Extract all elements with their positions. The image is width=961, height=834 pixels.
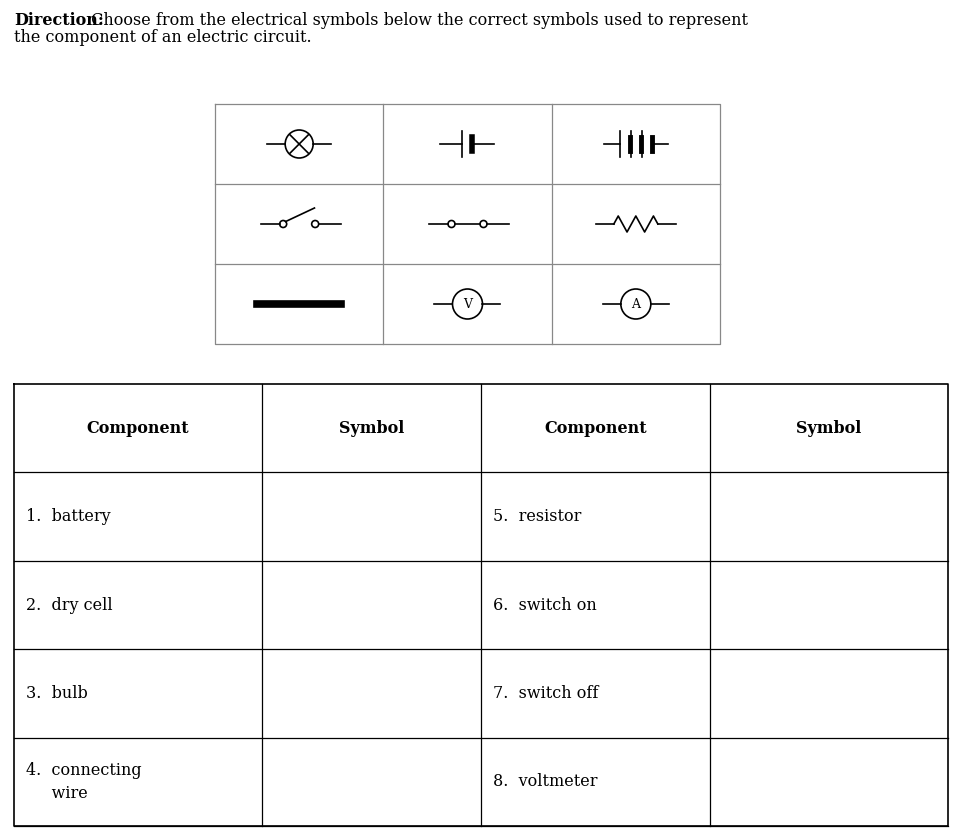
Text: Symbol: Symbol — [338, 420, 404, 437]
Text: A: A — [630, 298, 640, 310]
Text: Direction:: Direction: — [14, 12, 104, 29]
Text: 2.  dry cell: 2. dry cell — [26, 596, 112, 614]
Text: V: V — [462, 298, 472, 310]
Text: Choose from the electrical symbols below the correct symbols used to represent: Choose from the electrical symbols below… — [86, 12, 748, 29]
Text: Component: Component — [544, 420, 646, 437]
Text: 7.  switch off: 7. switch off — [492, 685, 598, 702]
Text: 3.  bulb: 3. bulb — [26, 685, 87, 702]
Text: 5.  resistor: 5. resistor — [492, 508, 580, 525]
Text: 6.  switch on: 6. switch on — [492, 596, 596, 614]
Text: 4.  connecting
     wire: 4. connecting wire — [26, 761, 141, 802]
Text: 8.  voltmeter: 8. voltmeter — [492, 773, 597, 791]
Text: Component: Component — [86, 420, 189, 437]
Text: Symbol: Symbol — [796, 420, 861, 437]
Text: 1.  battery: 1. battery — [26, 508, 111, 525]
Text: the component of an electric circuit.: the component of an electric circuit. — [14, 29, 311, 46]
